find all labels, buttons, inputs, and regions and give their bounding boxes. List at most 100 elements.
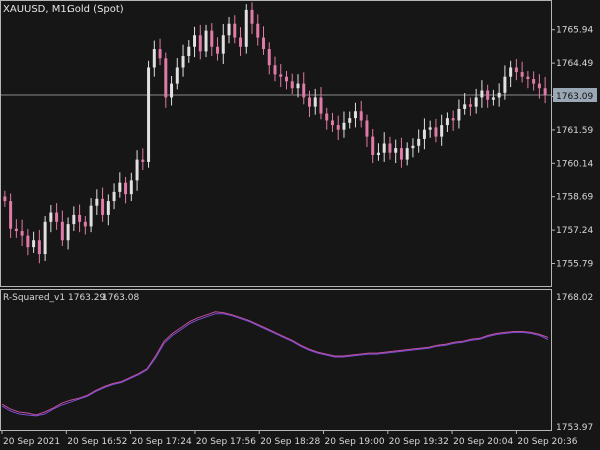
candle-body bbox=[72, 214, 76, 225]
candle-body bbox=[9, 201, 13, 229]
candle-body bbox=[440, 125, 444, 137]
candle-body bbox=[89, 205, 93, 227]
candle-body bbox=[319, 97, 323, 114]
price-panel-border bbox=[0, 0, 552, 287]
candle-body bbox=[83, 221, 87, 227]
candle-body bbox=[118, 182, 122, 192]
candle-body bbox=[365, 120, 369, 137]
candle-body bbox=[233, 23, 237, 38]
candle-body bbox=[147, 67, 151, 162]
candle-body bbox=[445, 118, 449, 126]
candle-body bbox=[55, 212, 59, 222]
candle-body bbox=[170, 83, 174, 98]
candle-body bbox=[480, 90, 484, 98]
indicator-axis-label: 1753.97 bbox=[556, 423, 593, 433]
candle-body bbox=[405, 148, 409, 160]
candle-body bbox=[158, 49, 162, 59]
candle-body bbox=[388, 143, 392, 153]
candle-body bbox=[204, 30, 208, 52]
candle-body bbox=[399, 148, 403, 160]
chart-symbol-label: XAUUSD, M1: bbox=[3, 4, 70, 15]
candle-body bbox=[124, 182, 128, 195]
candle-body bbox=[376, 152, 380, 156]
candle-body bbox=[32, 240, 36, 248]
candle-body bbox=[216, 46, 220, 54]
candle-body bbox=[526, 76, 530, 80]
candle-body bbox=[221, 35, 225, 54]
indicator-value-2: 1763.08 bbox=[102, 293, 139, 303]
candle-body bbox=[514, 67, 518, 73]
time-axis-label: 20 Sep 2021 bbox=[3, 437, 60, 447]
candle-body bbox=[543, 88, 547, 96]
candle-body bbox=[250, 9, 254, 24]
candle-body bbox=[198, 35, 202, 52]
candle-body bbox=[175, 67, 179, 84]
candle-body bbox=[60, 221, 64, 241]
candle-body bbox=[486, 90, 490, 100]
price-axis-label: 1761.59 bbox=[556, 126, 593, 136]
candle-body bbox=[417, 138, 421, 146]
indicator-axis: 1768.02 1753.97 bbox=[556, 293, 593, 433]
candle-body bbox=[112, 191, 116, 202]
indicator-axis-label: 1768.02 bbox=[556, 293, 593, 303]
candle-body bbox=[187, 46, 191, 56]
candle-body bbox=[302, 83, 306, 98]
current-price-value: 1763.09 bbox=[556, 92, 593, 102]
candle-body bbox=[313, 97, 317, 107]
candle-body bbox=[359, 111, 363, 121]
candle-body bbox=[330, 120, 334, 126]
candle-body bbox=[37, 240, 41, 255]
time-axis: 20 Sep 2021 20 Sep 16:52 20 Sep 17:24 20 Se… bbox=[1, 430, 578, 447]
candle-body bbox=[279, 74, 283, 77]
candle-body bbox=[371, 136, 375, 156]
candle-body bbox=[78, 214, 82, 222]
candle-body bbox=[181, 55, 185, 68]
candle-body bbox=[164, 58, 168, 98]
price-axis-label: 1758.69 bbox=[556, 193, 593, 203]
candle-body bbox=[520, 72, 524, 77]
time-axis-label: 20 Sep 20:36 bbox=[517, 437, 577, 447]
price-axis-label: 1757.24 bbox=[556, 226, 593, 236]
candle-body bbox=[307, 97, 311, 107]
time-axis-label: 20 Sep 20:04 bbox=[453, 437, 513, 447]
candle-body bbox=[227, 23, 231, 36]
r-squared-signal-line bbox=[1, 313, 549, 417]
candle-body bbox=[20, 231, 24, 236]
candle-body bbox=[256, 23, 260, 38]
candle-body bbox=[262, 37, 266, 50]
price-axis-label: 1765.94 bbox=[556, 26, 593, 36]
time-axis-label: 20 Sep 17:24 bbox=[132, 437, 192, 447]
indicator-panel-border bbox=[0, 289, 552, 431]
candle-body bbox=[290, 81, 294, 89]
candle-body bbox=[152, 49, 156, 68]
candle-body bbox=[382, 143, 386, 153]
price-axis-label: 1764.49 bbox=[556, 59, 593, 69]
candle-body bbox=[491, 97, 495, 100]
candle-body bbox=[43, 221, 47, 255]
candle-body bbox=[342, 122, 346, 130]
candle-body bbox=[422, 129, 426, 139]
candle-body bbox=[474, 97, 478, 107]
candle-body bbox=[463, 104, 467, 109]
candle-body bbox=[101, 198, 105, 215]
candle-body bbox=[411, 145, 415, 149]
indicator-name-label: R-Squared_v1 bbox=[3, 293, 65, 303]
candle-body bbox=[503, 76, 507, 93]
candle-body bbox=[284, 76, 288, 82]
candle-body bbox=[457, 108, 461, 121]
chart-instrument-label: Gold (Spot) bbox=[67, 4, 124, 15]
time-axis-label: 20 Sep 18:28 bbox=[260, 437, 320, 447]
candle-body bbox=[468, 104, 472, 107]
candle-body bbox=[394, 148, 398, 153]
current-price-tag: 1763.09 bbox=[553, 88, 597, 102]
candle-body bbox=[3, 196, 7, 202]
candle-body bbox=[49, 212, 53, 222]
candle-body bbox=[141, 159, 145, 162]
time-axis-label: 20 Sep 16:52 bbox=[67, 437, 127, 447]
r-squared-main-line bbox=[1, 311, 549, 416]
candle-body bbox=[66, 224, 70, 241]
candle-body bbox=[210, 30, 214, 47]
candle-body bbox=[353, 111, 357, 119]
candle-body bbox=[129, 180, 133, 195]
